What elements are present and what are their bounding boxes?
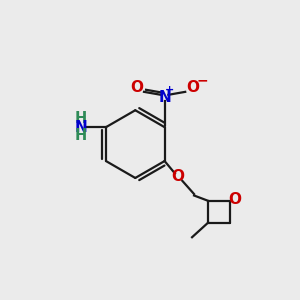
Text: +: + xyxy=(165,85,174,95)
Text: O: O xyxy=(130,80,143,95)
Text: O: O xyxy=(229,192,242,207)
Text: −: − xyxy=(196,73,208,87)
Text: O: O xyxy=(171,169,184,184)
Text: N: N xyxy=(158,90,171,105)
Text: H: H xyxy=(75,111,87,126)
Text: N: N xyxy=(75,120,87,135)
Text: H: H xyxy=(75,128,87,143)
Text: O: O xyxy=(186,80,199,95)
